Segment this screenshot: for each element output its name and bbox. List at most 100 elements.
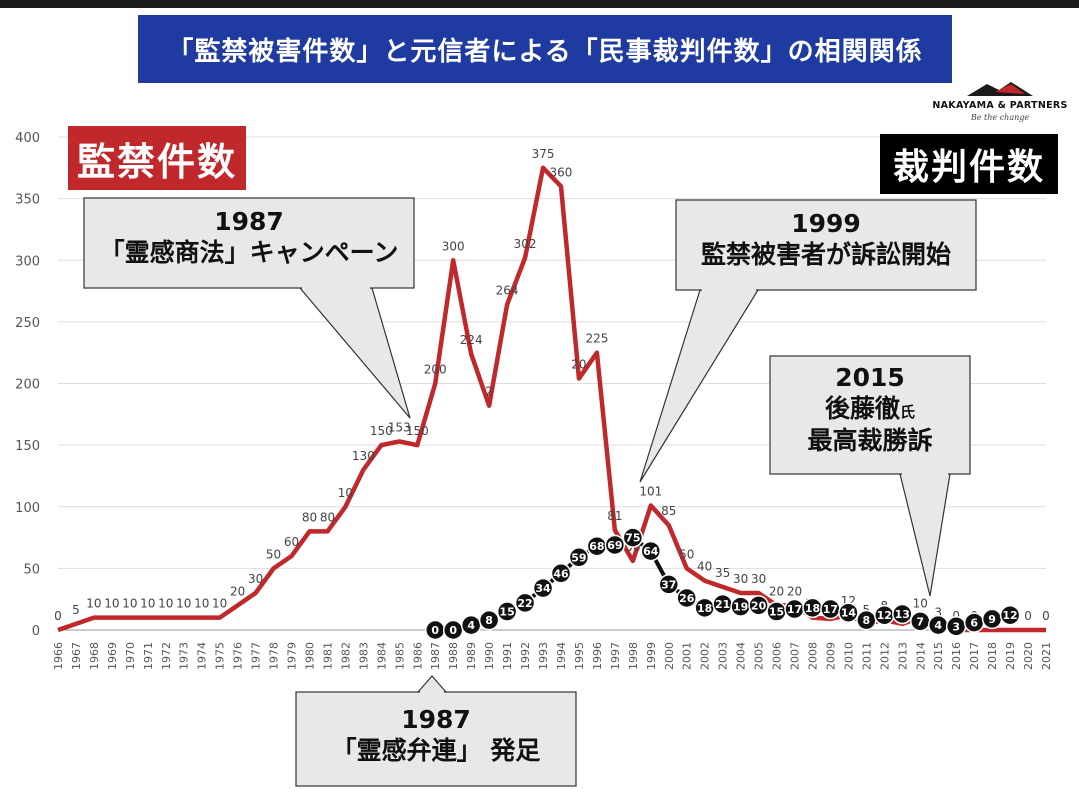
data-label-kankin: 375: [532, 147, 555, 161]
callout-name-line: 後藤徹氏: [770, 393, 970, 424]
data-label-kankin: 30: [248, 572, 263, 586]
data-label-kankin: 30: [751, 572, 766, 586]
data-label-kankin: 5: [72, 603, 80, 617]
data-point-saiban: [496, 601, 518, 622]
data-point-saiban: [622, 527, 644, 548]
data-label-kankin: 225: [585, 332, 608, 346]
data-label-kankin: 5: [863, 603, 871, 617]
callout-name: 後藤徹: [824, 394, 900, 424]
data-label-kankin: 3: [934, 605, 942, 619]
data-label-saiban: 22: [517, 597, 532, 610]
x-tick-label: 1988: [447, 642, 460, 670]
callout-pointer: [639, 289, 760, 483]
data-label-kankin: 50: [266, 547, 281, 561]
y-tick-label: 150: [15, 439, 40, 454]
data-label-kankin: 20: [787, 584, 802, 598]
data-label-kankin: 101: [639, 485, 662, 499]
x-tick-label: 1973: [178, 642, 191, 670]
data-label-saiban: 6: [970, 617, 978, 630]
data-point-saiban: [658, 574, 680, 595]
x-tick-label: 1999: [645, 642, 658, 670]
data-label-saiban: 12: [877, 609, 892, 622]
callout-1987-campaign: 1987 「霊感商法」キャンペーン: [84, 198, 414, 286]
x-tick-label: 2013: [896, 642, 909, 670]
data-label-saiban: 9: [988, 613, 996, 626]
x-tick-label: 1992: [519, 642, 532, 670]
x-tick-label: 1982: [339, 642, 352, 670]
x-tick-label: 1985: [393, 642, 406, 670]
data-label-saiban: 15: [499, 606, 514, 619]
data-label-kankin: 30: [733, 572, 748, 586]
x-tick-label: 2009: [824, 642, 837, 670]
data-label-kankin: 20: [769, 584, 784, 598]
data-label-saiban: 15: [769, 606, 784, 619]
y-tick-label: 350: [15, 193, 40, 208]
data-label-kankin: 81: [607, 509, 622, 523]
data-label-kankin: 360: [550, 165, 573, 179]
x-tick-label: 1997: [609, 642, 622, 670]
logo-tagline: Be the change: [970, 113, 1030, 122]
data-point-saiban: [550, 563, 572, 584]
x-tick-label: 2004: [735, 642, 748, 670]
x-tick-label: 2005: [753, 642, 766, 670]
x-tick-label: 2011: [860, 642, 873, 670]
data-point-saiban: [892, 603, 913, 625]
x-tick-label: 1990: [483, 642, 496, 670]
data-label-saiban: 59: [571, 551, 586, 564]
top-bar: [0, 0, 1079, 8]
x-tick-label: 1995: [573, 642, 586, 670]
x-tick-label: 2020: [1022, 642, 1035, 670]
data-label-saiban: 75: [625, 532, 640, 545]
callout-box: [295, 691, 577, 787]
data-label-kankin: 10: [158, 597, 173, 611]
x-tick-label: 2012: [878, 642, 891, 670]
data-label-saiban: 20: [751, 599, 767, 612]
data-label-saiban: 26: [679, 592, 695, 605]
data-label-kankin: 35: [715, 566, 730, 580]
callout-text: 「霊感商法」キャンペーン: [99, 238, 399, 268]
y-tick-label: 100: [15, 501, 40, 516]
x-tick-label: 1976: [232, 642, 245, 670]
data-point-saiban: [514, 592, 536, 614]
data-label-kankin: 0: [54, 609, 62, 623]
data-label-kankin: 224: [460, 333, 483, 347]
data-label-saiban: 18: [697, 602, 712, 615]
x-tick-label: 1966: [52, 642, 65, 670]
data-label-kankin: 20: [230, 584, 245, 598]
data-label-kankin: 200: [424, 363, 447, 377]
callout-year: 1987: [214, 207, 284, 236]
data-label-saiban: 8: [863, 614, 871, 627]
y-tick-label: 0: [32, 624, 40, 639]
callout-pointer: [416, 675, 448, 693]
data-label-kankin: 300: [442, 239, 465, 253]
data-label-kankin: 10: [176, 597, 191, 611]
x-tick-label: 2006: [771, 642, 784, 670]
data-label-saiban: 14: [841, 607, 857, 620]
y-tick-label: 250: [15, 316, 40, 331]
data-label-saiban: 46: [553, 567, 569, 580]
y-axis-ticks: 0 50 100 150 200 250 300 350 400: [15, 131, 40, 639]
data-label-saiban: 12: [1002, 609, 1017, 622]
x-tick-label: 1998: [627, 642, 640, 670]
data-label-kankin: 85: [661, 504, 676, 518]
data-label-saiban: 13: [895, 608, 910, 621]
x-tick-label: 1980: [303, 642, 316, 670]
data-label-kankin: 20: [571, 358, 586, 372]
x-tick-label: 2003: [717, 642, 730, 670]
data-label-kankin: 10: [338, 486, 353, 500]
data-label-saiban: 34: [535, 582, 551, 595]
x-tick-label: 1972: [160, 642, 173, 670]
callout-name-suffix: 氏: [900, 403, 916, 422]
y-tick-label: 200: [15, 378, 40, 393]
logo-name: NAKAYAMA & PARTNERS: [932, 100, 1068, 111]
x-tick-label: 1994: [555, 642, 568, 670]
data-label-kankin: 10: [212, 597, 227, 611]
data-label-saiban: 7: [916, 615, 924, 628]
callout-pointer: [298, 287, 411, 419]
x-tick-label: 2021: [1040, 642, 1053, 670]
x-tick-label: 2016: [950, 642, 963, 670]
logo-mark-icon: [967, 82, 1033, 96]
x-tick-label: 1970: [124, 642, 137, 670]
data-point-saiban: [640, 540, 662, 562]
